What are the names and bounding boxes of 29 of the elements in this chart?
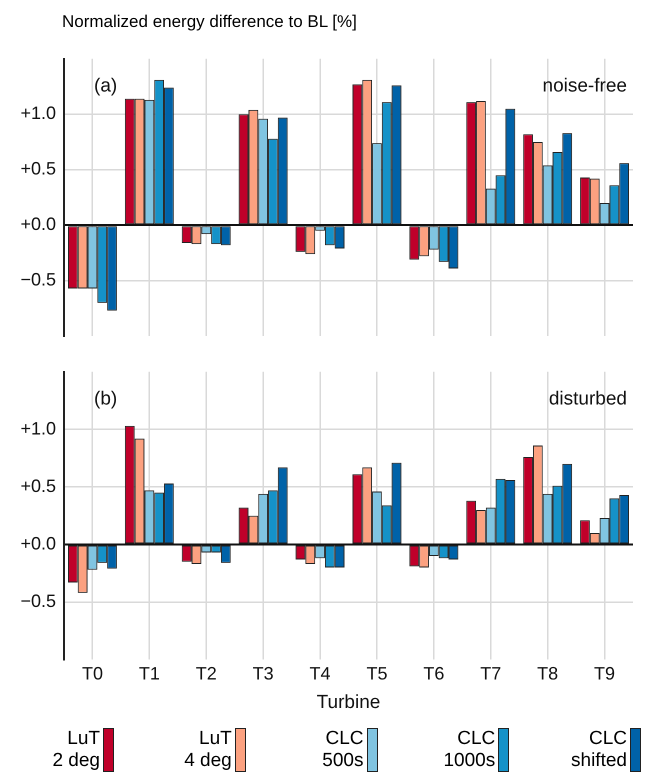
x-tick-label: T0 (82, 663, 103, 684)
y-tick-label: −0.5 (20, 591, 56, 612)
x-tick-label: T8 (537, 663, 558, 684)
x-tick-label: T6 (423, 663, 444, 684)
legend-label: CLC 500s (321, 728, 364, 772)
y-axis-title: Normalized energy difference to BL [%] (62, 12, 357, 32)
x-tick-label: T3 (252, 663, 274, 684)
y-tick-label: +0.5 (20, 476, 56, 496)
x-tick-label: T4 (310, 663, 331, 684)
x-tick-label: T1 (138, 663, 160, 684)
y-tick-label: +0.0 (20, 214, 56, 234)
y-tick-label: +1.0 (20, 103, 56, 124)
legend-label: LuT 4 deg (183, 728, 232, 772)
x-tick-label: T5 (366, 663, 388, 684)
legend-label: CLC shifted (570, 728, 627, 772)
x-tick-label: T7 (480, 663, 502, 684)
legend-label: LuT 2 deg (51, 728, 100, 772)
y-tick-label: −0.5 (20, 270, 56, 290)
legend-label: CLC 1000s (442, 728, 496, 772)
annotation: (a) (94, 76, 118, 97)
annotation: noise-free (542, 76, 627, 97)
annotation: disturbed (548, 388, 627, 410)
x-tick-label: T9 (594, 663, 616, 684)
annotation: (b) (94, 388, 118, 410)
y-tick-label: +1.0 (20, 418, 56, 438)
x-tick-label: T2 (196, 663, 217, 684)
x-axis-title: Turbine (316, 692, 380, 713)
y-tick-label: +0.0 (20, 533, 56, 554)
y-tick-label: +0.5 (20, 158, 56, 179)
